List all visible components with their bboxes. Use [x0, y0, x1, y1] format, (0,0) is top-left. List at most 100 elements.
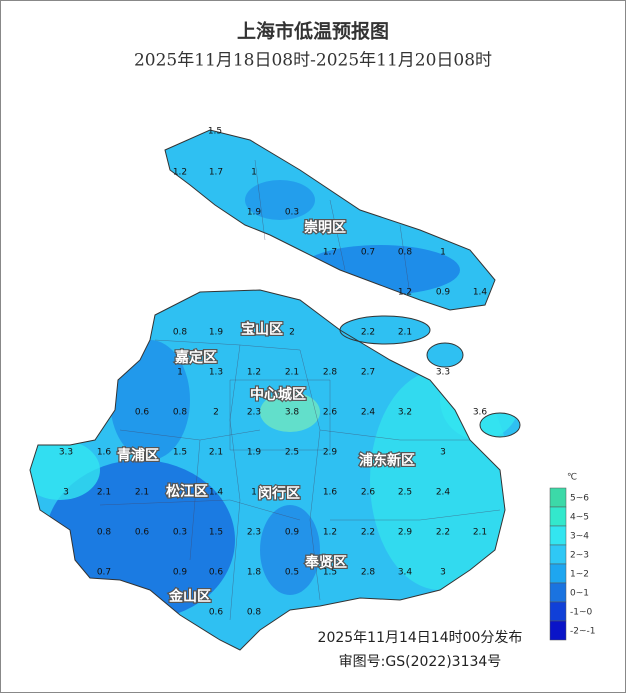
district-label: 嘉定区 — [174, 349, 217, 366]
station-value: 1 — [251, 488, 257, 498]
station-value: 2.4 — [436, 488, 451, 498]
station-value: 3 — [440, 448, 446, 458]
legend-swatch — [549, 620, 567, 641]
station-value: 3.2 — [398, 408, 412, 418]
station-value: 3 — [440, 568, 446, 578]
legend-label: -1~0 — [570, 608, 593, 618]
station-value: 1.5 — [323, 568, 337, 578]
legend-label: 1~2 — [570, 570, 589, 580]
station-value: 2.1 — [97, 488, 111, 498]
footer-approval: 审图号:GS(2022)3134号 — [339, 654, 502, 670]
title: 上海市低温预报图 — [237, 20, 389, 43]
station-value: 2.7 — [361, 368, 375, 378]
station-value: 1.9 — [247, 208, 262, 218]
district-label: 浦东新区 — [359, 452, 415, 469]
station-value: 2.1 — [209, 448, 223, 458]
station-value: 0.8 — [173, 408, 188, 418]
station-value: 3.3 — [59, 448, 73, 458]
legend-label: 3~4 — [570, 532, 589, 542]
station-value: 1 — [177, 368, 183, 378]
station-value: 2.1 — [473, 528, 487, 538]
station-value: 0.6 — [209, 608, 224, 618]
station-value: 1 — [251, 168, 257, 178]
legend-label: 4~5 — [570, 513, 589, 523]
station-value: 0.3 — [173, 528, 187, 538]
legend-swatch — [549, 544, 567, 565]
station-value: 2.2 — [361, 328, 375, 338]
station-value: 2.2 — [436, 528, 450, 538]
district-label: 金山区 — [168, 588, 211, 605]
station-value: 2.6 — [323, 408, 338, 418]
legend-unit: ℃ — [567, 473, 577, 483]
station-value: 0.9 — [173, 568, 188, 578]
station-value: 1.2 — [323, 528, 337, 538]
district-label: 松江区 — [166, 483, 208, 500]
legend-label: 5~6 — [570, 494, 589, 504]
legend-swatch — [549, 525, 567, 546]
station-value: 2.1 — [135, 488, 149, 498]
station-value: 3.8 — [285, 408, 300, 418]
station-value: 1.2 — [173, 168, 187, 178]
station-value: 3.4 — [398, 568, 413, 578]
station-value: 0.6 — [135, 408, 150, 418]
station-value: 1.9 — [209, 328, 224, 338]
legend-label: 0~1 — [570, 589, 589, 599]
station-value: 1 — [440, 248, 446, 258]
station-value: 2.2 — [361, 528, 375, 538]
station-value: 1.5 — [209, 528, 223, 538]
station-value: 1.3 — [209, 368, 223, 378]
station-value: 2.1 — [285, 368, 299, 378]
station-value: 1.2 — [398, 288, 412, 298]
station-value: 0.3 — [285, 208, 299, 218]
legend-label: 2~3 — [570, 551, 589, 561]
station-value: 2.9 — [398, 528, 413, 538]
station-value: 1.7 — [323, 248, 337, 258]
station-value: 2.6 — [361, 488, 376, 498]
legend-swatch — [549, 506, 567, 527]
footer-issued: 2025年11月14日14时00分发布 — [318, 630, 523, 646]
station-value: 2.3 — [247, 408, 261, 418]
district-label: 奉贤区 — [305, 554, 347, 571]
station-value: 0.7 — [97, 568, 111, 578]
station-value: 2.8 — [361, 568, 376, 578]
subtitle: 2025年11月18日08时-2025年11月20日08时 — [134, 51, 492, 71]
station-value: 0.6 — [135, 528, 150, 538]
district-label: 宝山区 — [241, 321, 283, 338]
district-label: 崇明区 — [304, 219, 346, 236]
station-value: 2.3 — [247, 528, 261, 538]
station-value: 2 — [213, 408, 219, 418]
station-value: 0.9 — [436, 288, 451, 298]
station-value: 0.8 — [97, 528, 112, 538]
station-value: 3 — [63, 488, 69, 498]
district-label: 闵行区 — [258, 485, 300, 502]
legend-label: -2~-1 — [570, 627, 596, 637]
station-value: 1.6 — [323, 488, 338, 498]
station-value: 3.3 — [436, 368, 450, 378]
station-value: 0.9 — [285, 528, 300, 538]
station-value: 0.7 — [361, 248, 375, 258]
legend-swatch — [549, 582, 567, 603]
station-value: 1.6 — [97, 448, 112, 458]
station-value: 2.4 — [361, 408, 376, 418]
station-value: 2.5 — [285, 448, 299, 458]
station-value: 2.5 — [398, 488, 412, 498]
station-value: 0.8 — [247, 608, 262, 618]
legend-swatch — [549, 487, 567, 508]
station-value: 1.5 — [173, 448, 187, 458]
station-value: 2.1 — [398, 328, 412, 338]
district-label: 中心城区 — [250, 386, 306, 403]
district-label: 青浦区 — [117, 447, 159, 464]
station-value: 0.8 — [398, 248, 413, 258]
station-value: 1.7 — [209, 168, 223, 178]
station-value: 1.4 — [473, 288, 488, 298]
station-value: 1.9 — [247, 448, 262, 458]
station-value: 1.8 — [247, 568, 262, 578]
boundaries — [29, 129, 521, 651]
station-value: 2.9 — [323, 448, 338, 458]
station-value: 3.6 — [473, 408, 488, 418]
station-value: 1.5 — [208, 127, 222, 137]
station-value: 1.2 — [247, 368, 261, 378]
station-value: 2.8 — [323, 368, 338, 378]
